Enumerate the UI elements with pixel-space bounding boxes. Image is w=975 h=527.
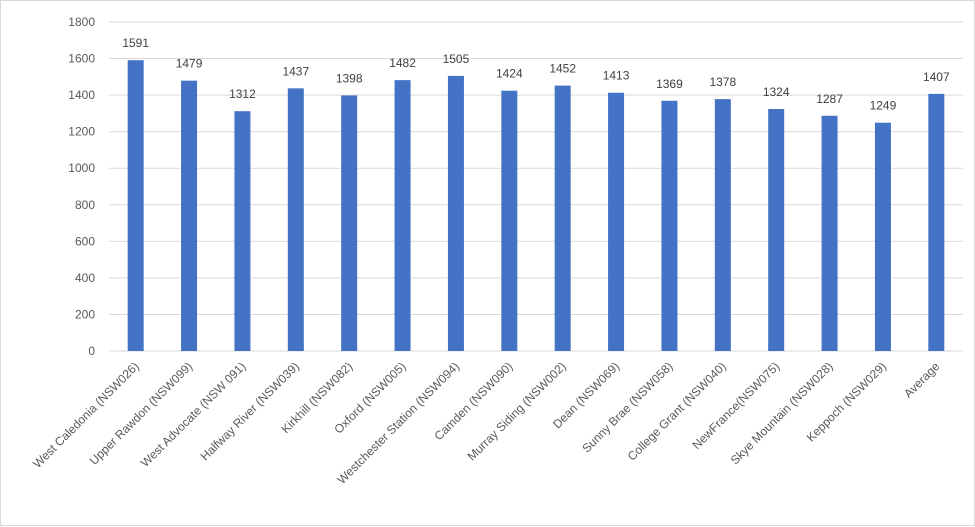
data-label: 1482 (389, 56, 416, 70)
bar (127, 60, 144, 351)
bar (661, 100, 678, 351)
bar (234, 111, 251, 351)
bar (554, 85, 571, 352)
x-category-label: West Advocate (NSW 091) (138, 359, 249, 470)
x-category-label: Average (901, 359, 943, 401)
data-labels: 1591 1479 1312 1437 1398 1482 1505 1424 1452 1413… (122, 36, 950, 113)
data-label: 1312 (229, 87, 256, 101)
y-tick-label: 1400 (68, 88, 95, 102)
bar-series (127, 60, 945, 352)
y-tick-label: 400 (75, 271, 95, 285)
x-category-label: College Grant (NSW040) (625, 359, 729, 463)
bar (501, 90, 518, 352)
bar (821, 115, 838, 351)
data-label: 1479 (176, 57, 203, 71)
y-tick-label: 600 (75, 234, 95, 248)
x-category-label: Murray Siding (NSW002) (465, 359, 569, 463)
x-category-label: NewFrance(NSW075) (689, 359, 782, 452)
y-tick-label: 1200 (68, 125, 95, 139)
y-tick-label: 1800 (68, 15, 95, 29)
y-tick-label: 200 (75, 307, 95, 321)
gridlines (109, 21, 963, 352)
bar (447, 75, 464, 352)
data-label: 1249 (870, 99, 897, 113)
data-label: 1452 (549, 62, 576, 76)
x-axis-category-labels: West Caledonia (NSW026)Upper Rawdon (NSW… (30, 359, 942, 487)
y-tick-label: 0 (88, 344, 95, 358)
bar (608, 92, 625, 352)
bar (287, 88, 304, 352)
data-label: 1505 (443, 52, 470, 66)
bar (394, 80, 411, 351)
y-tick-label: 1000 (68, 161, 95, 175)
data-label: 1407 (923, 70, 950, 84)
x-category-label: West Caledonia (NSW026) (30, 359, 142, 471)
data-label: 1437 (282, 64, 309, 78)
data-label: 1591 (122, 36, 149, 50)
data-label: 1378 (709, 75, 736, 89)
bar (768, 109, 785, 351)
x-category-label: Sunny Brae (NSW058) (579, 359, 675, 455)
bar (874, 122, 891, 351)
y-axis-tick-labels: 0 200 400 600 800 1000 1200 1400 1600 1800 (68, 15, 95, 358)
data-label: 1324 (763, 85, 790, 99)
data-label: 1413 (603, 69, 630, 83)
bar (928, 93, 945, 351)
data-label: 1369 (656, 77, 683, 91)
y-tick-label: 800 (75, 198, 95, 212)
data-label: 1398 (336, 71, 363, 85)
bar (714, 99, 731, 351)
x-category-label: Skye Mountain (NSW028) (728, 359, 836, 467)
y-tick-label: 1600 (68, 52, 95, 66)
x-category-label: Halfway River (NSW039) (198, 359, 302, 463)
x-category-label: Upper Rawdon (NSW099) (87, 359, 195, 467)
data-label: 1287 (816, 92, 843, 106)
data-label: 1424 (496, 67, 523, 81)
bar (341, 95, 358, 351)
bar (181, 80, 198, 352)
